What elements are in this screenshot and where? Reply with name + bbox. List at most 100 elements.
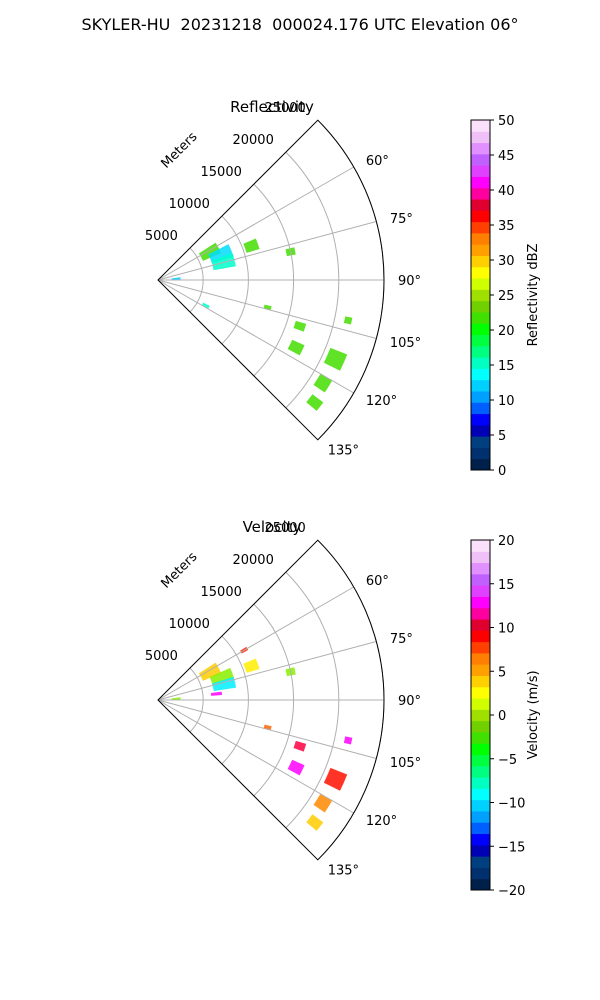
colorbar-segment [471, 799, 490, 812]
colorbar-tick-label: 40 [498, 184, 515, 199]
sector-frame [157, 119, 385, 441]
azimuth-tick-label: 135° [328, 444, 359, 459]
colorbar-segment [471, 720, 490, 733]
azimuth-gridline [157, 279, 354, 394]
colorbar-tick-label: 0 [498, 709, 506, 724]
colorbar-tick-label: 20 [498, 324, 515, 339]
echo-cell [243, 238, 260, 253]
colorbar-segment [471, 176, 490, 189]
colorbar-tick-label: 50 [498, 114, 515, 129]
echo-cell [171, 697, 181, 700]
azimuth-gridline [157, 699, 354, 814]
colorbar-tick-label: −5 [498, 753, 517, 768]
colorbar-segment [471, 788, 490, 801]
colorbar-tick-label: 5 [498, 429, 506, 444]
colorbar-segment [471, 731, 490, 744]
colorbar-tick-label: −15 [498, 840, 525, 855]
panel-title: Velocity [243, 518, 302, 536]
range-tick-label: 25000 [264, 101, 305, 116]
azimuth-gridline [157, 641, 377, 701]
echo-cell [313, 793, 333, 813]
panel-reflectivity: Reflectivity 5000 10000 15000 20000 25000 Mete… [145, 98, 541, 479]
range-tick-label: 15000 [201, 585, 242, 600]
colorbar-segment [471, 187, 490, 200]
azimuth-tick-label: 60° [366, 574, 389, 589]
azimuth-tick-label: 135° [328, 864, 359, 879]
colorbar-segment [471, 153, 490, 166]
colorbar-segment [471, 630, 490, 643]
range-tick-label: 25000 [264, 521, 305, 536]
azimuth-tick-label: 120° [366, 814, 397, 829]
range-axis-label: Meters [159, 549, 201, 591]
colorbar-segment [471, 856, 490, 868]
azimuth-tick-label: 105° [390, 336, 421, 351]
colorbar-segment [471, 562, 490, 575]
echo-cell [211, 252, 236, 271]
colorbar-segment [471, 232, 490, 245]
echo-cell [202, 302, 210, 309]
colorbar-segment [471, 120, 490, 132]
colorbar-segment [471, 777, 490, 789]
range-tick-label: 20000 [232, 553, 273, 568]
colorbar-segment [471, 390, 490, 403]
azimuth-tick-label: 60° [366, 154, 389, 169]
colorbar-segment [471, 641, 490, 654]
panel-velocity: Velocity 5000 10000 15000 20000 25000 Meters 60… [145, 518, 541, 899]
colorbar-tick-label: 5 [498, 665, 506, 680]
colorbar-segment [471, 436, 490, 448]
echo-cell [306, 814, 324, 831]
colorbar-tick-label: 35 [498, 219, 515, 234]
echo-cell [306, 394, 324, 411]
colorbar-tick-label: 10 [498, 622, 515, 637]
echo-cell [293, 740, 307, 752]
colorbar-segment [471, 743, 490, 756]
echo-cell [293, 320, 307, 332]
colorbar-tick-label: 15 [498, 578, 515, 593]
colorbar-label: Reflectivity dBZ [526, 244, 541, 347]
colorbar-segment [471, 664, 490, 676]
colorbar-segment [471, 413, 490, 426]
azimuth-tick-label: 90° [398, 274, 421, 289]
echo-cell [209, 667, 235, 685]
echo-cell [323, 347, 348, 371]
sector-frame [157, 539, 385, 861]
colorbar-segment [471, 300, 490, 313]
colorbar-segment [471, 266, 490, 279]
colorbar-segment [471, 357, 490, 369]
colorbar-segment [471, 424, 490, 437]
colorbar-segment [471, 278, 490, 290]
colorbar-segment [471, 142, 490, 155]
colorbar-tick-label: 45 [498, 149, 515, 164]
azimuth-tick-label: 75° [390, 212, 413, 227]
azimuth-tick-label: 105° [390, 756, 421, 771]
colorbar-segment [471, 402, 490, 415]
colorbar-segment [471, 833, 490, 846]
range-tick-label: 20000 [232, 133, 273, 148]
colorbar-tick-label: 20 [498, 534, 515, 549]
colorbar-segment [471, 698, 490, 710]
colorbar-tick-label: −20 [498, 884, 525, 899]
colorbar-segment [471, 652, 490, 665]
colorbar-segment [471, 867, 490, 880]
azimuth-tick-label: 75° [390, 632, 413, 647]
colorbar-segment [471, 334, 490, 347]
range-tick-label: 15000 [201, 165, 242, 180]
colorbar-segment [471, 540, 490, 552]
colorbar-tick-label: −10 [498, 797, 525, 812]
colorbar-segment [471, 199, 490, 211]
echo-cell [171, 277, 181, 280]
range-tick-label: 5000 [145, 229, 178, 244]
colorbar-segment [471, 607, 490, 620]
panel-title: Reflectivity [230, 98, 314, 116]
colorbar-segment [471, 131, 490, 144]
colorbar-segment [471, 675, 490, 688]
colorbar-segment [471, 345, 490, 358]
colorbar-segment [471, 709, 490, 722]
range-tick-label: 5000 [145, 649, 178, 664]
range-tick-label: 10000 [169, 617, 210, 632]
echo-cell [323, 767, 348, 791]
colorbar-segment [471, 765, 490, 778]
echo-cell [343, 736, 353, 745]
colorbar-segment [471, 686, 490, 699]
